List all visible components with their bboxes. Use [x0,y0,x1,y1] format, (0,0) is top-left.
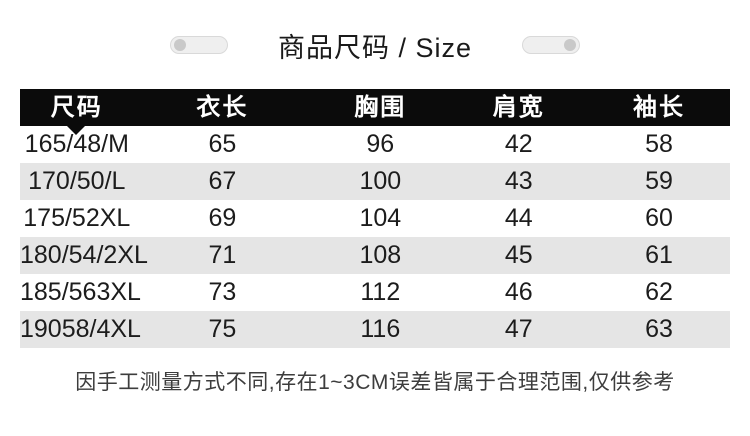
cell-sleeve: 60 [645,204,673,232]
cell-shoulder: 43 [504,167,533,195]
cell-sleeve: 58 [645,130,673,158]
cell-size: 185/563XL [20,278,141,306]
decorative-toggle-left-icon [169,36,228,54]
table-row: 175/52XL 69 104 44 60 [20,200,730,237]
cell-bust: 104 [359,204,402,232]
table-row: 19058/4XL 75 116 47 63 [20,311,730,348]
toggle-knob-icon [564,39,577,51]
header-pointer-triangle-icon [67,126,85,135]
cell-size: 180/54/2XL [20,241,148,269]
cell-size: 170/50/L [28,167,126,195]
table-header-row: 尺码 衣长 胸围 肩宽 袖长 [20,89,730,135]
cell-shoulder: 46 [504,278,533,306]
measurement-disclaimer: 因手工测量方式不同,存在1~3CM误差皆属于合理范围,仅供参考 [75,371,675,394]
cell-length: 75 [208,315,237,343]
cell-length: 69 [208,204,237,232]
cell-bust: 112 [360,278,401,306]
cell-length: 65 [208,130,237,158]
column-header-length: 衣长 [196,94,249,121]
table-row: 185/563XL 73 112 46 62 [20,274,730,311]
cell-bust: 100 [359,167,402,195]
size-table: 尺码 衣长 胸围 肩宽 袖长 165/48/M 65 96 42 58 170/… [20,89,730,348]
cell-size: 175/52XL [23,204,131,232]
cell-shoulder: 42 [504,130,533,158]
cell-bust: 108 [359,241,402,269]
cell-length: 73 [208,278,237,306]
cell-length: 67 [208,167,237,195]
column-header-bust: 胸围 [354,94,407,121]
cell-shoulder: 44 [504,204,533,232]
cell-sleeve: 61 [645,241,673,269]
column-header-size: 尺码 [50,94,103,121]
title-row: 商品尺码 / Size [0,27,750,63]
toggle-knob-icon [173,39,186,51]
cell-bust: 116 [360,315,401,343]
column-header-shoulder: 肩宽 [492,94,545,121]
table-row: 180/54/2XL 71 108 45 61 [20,237,730,274]
cell-shoulder: 45 [504,241,533,269]
table-row: 170/50/L 67 100 43 59 [20,163,730,200]
cell-bust: 96 [366,130,395,158]
cell-length: 71 [208,241,237,269]
decorative-toggle-right-icon [522,36,581,54]
cell-shoulder: 47 [504,315,533,343]
column-header-sleeve: 袖长 [632,94,685,121]
table-row: 165/48/M 65 96 42 58 [20,126,730,163]
cell-size: 19058/4XL [20,315,141,343]
page-title: 商品尺码 / Size [277,32,473,63]
cell-sleeve: 63 [645,315,673,343]
cell-sleeve: 59 [645,167,673,195]
cell-sleeve: 62 [645,278,673,306]
table-body: 165/48/M 65 96 42 58 170/50/L 67 100 43 … [20,126,730,348]
